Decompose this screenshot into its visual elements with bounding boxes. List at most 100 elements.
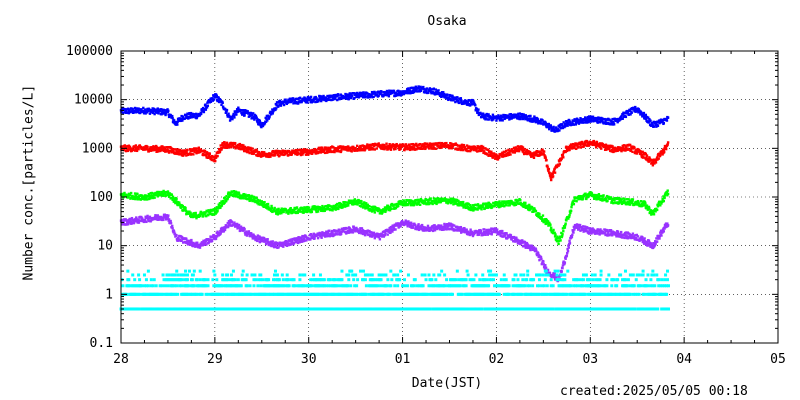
data-point [224, 224, 228, 227]
data-point [561, 153, 565, 156]
data-point [332, 149, 336, 152]
data-point [404, 143, 408, 146]
data-point [330, 94, 334, 98]
data-point [284, 208, 288, 212]
data-point [620, 198, 623, 201]
data-point [388, 143, 391, 146]
data-point [172, 230, 176, 233]
data-point [414, 85, 418, 88]
data-point [469, 104, 472, 107]
data-point [326, 206, 330, 209]
data-point [635, 152, 639, 155]
data-point [631, 199, 634, 203]
data-point [362, 146, 366, 150]
data-point [426, 202, 429, 206]
data-point [203, 213, 206, 216]
data-point [245, 234, 249, 237]
data-point [570, 205, 573, 209]
data-point [213, 208, 216, 212]
data-point [146, 214, 149, 218]
data-point [562, 230, 565, 233]
data-point [338, 150, 341, 153]
data-point [137, 146, 140, 149]
data-point [247, 197, 250, 201]
data-point [237, 195, 240, 199]
data-point [435, 147, 438, 150]
data-point [180, 117, 184, 121]
data-point [363, 205, 367, 208]
data-point [246, 148, 249, 152]
data-point [296, 241, 300, 245]
data-point [203, 149, 207, 153]
data-point [323, 235, 327, 238]
data-point [361, 92, 364, 96]
data-point [156, 194, 160, 197]
data-point [557, 242, 560, 246]
data-point [336, 148, 340, 151]
data-point [400, 92, 404, 96]
data-point [274, 108, 277, 111]
data-point [360, 232, 363, 235]
data-point [612, 120, 615, 124]
data-point [509, 153, 512, 156]
data-point [476, 208, 479, 211]
data-point [472, 148, 475, 152]
data-point [146, 111, 149, 114]
data-point [363, 148, 367, 151]
data-point [209, 235, 213, 239]
data-point [199, 210, 203, 214]
data-point [579, 143, 582, 147]
data-point [389, 231, 392, 234]
data-point [212, 155, 216, 159]
data-point [267, 155, 271, 159]
data-point [577, 145, 580, 149]
data-point [293, 211, 296, 214]
data-point [305, 210, 309, 214]
data-point [331, 231, 334, 234]
data-point [164, 113, 167, 117]
data-point [216, 209, 219, 212]
data-point [381, 211, 384, 214]
data-point [648, 117, 651, 121]
data-point [662, 195, 666, 198]
data-point [650, 158, 653, 162]
data-point [397, 89, 400, 93]
data-point [226, 197, 229, 200]
data-point [515, 113, 518, 116]
data-point [541, 214, 545, 217]
data-point [298, 240, 301, 244]
data-point [130, 216, 134, 220]
data-points [119, 85, 670, 311]
data-point [258, 119, 262, 123]
data-point [228, 224, 232, 227]
data-point [347, 145, 350, 148]
data-point [235, 108, 239, 111]
data-point [433, 201, 437, 205]
data-point [435, 199, 438, 203]
data-point [577, 198, 580, 201]
data-point [410, 226, 413, 229]
data-point [497, 156, 501, 160]
data-point [297, 238, 301, 241]
data-point [166, 217, 169, 221]
data-point [172, 119, 176, 122]
data-point [652, 213, 656, 216]
data-point [177, 237, 180, 240]
data-point [373, 148, 377, 151]
data-point [475, 107, 479, 111]
data-point [302, 209, 305, 212]
data-point [422, 85, 425, 89]
data-point [174, 200, 178, 203]
data-point [353, 96, 356, 100]
data-point [454, 142, 457, 145]
data-point [393, 144, 396, 148]
data-point [544, 121, 547, 124]
data-point [496, 201, 499, 204]
data-point [657, 202, 660, 205]
data-point [311, 100, 315, 103]
data-point [429, 144, 432, 148]
data-point [247, 194, 251, 197]
data-point [517, 112, 520, 116]
data-point [666, 194, 669, 197]
data-point [575, 120, 578, 124]
